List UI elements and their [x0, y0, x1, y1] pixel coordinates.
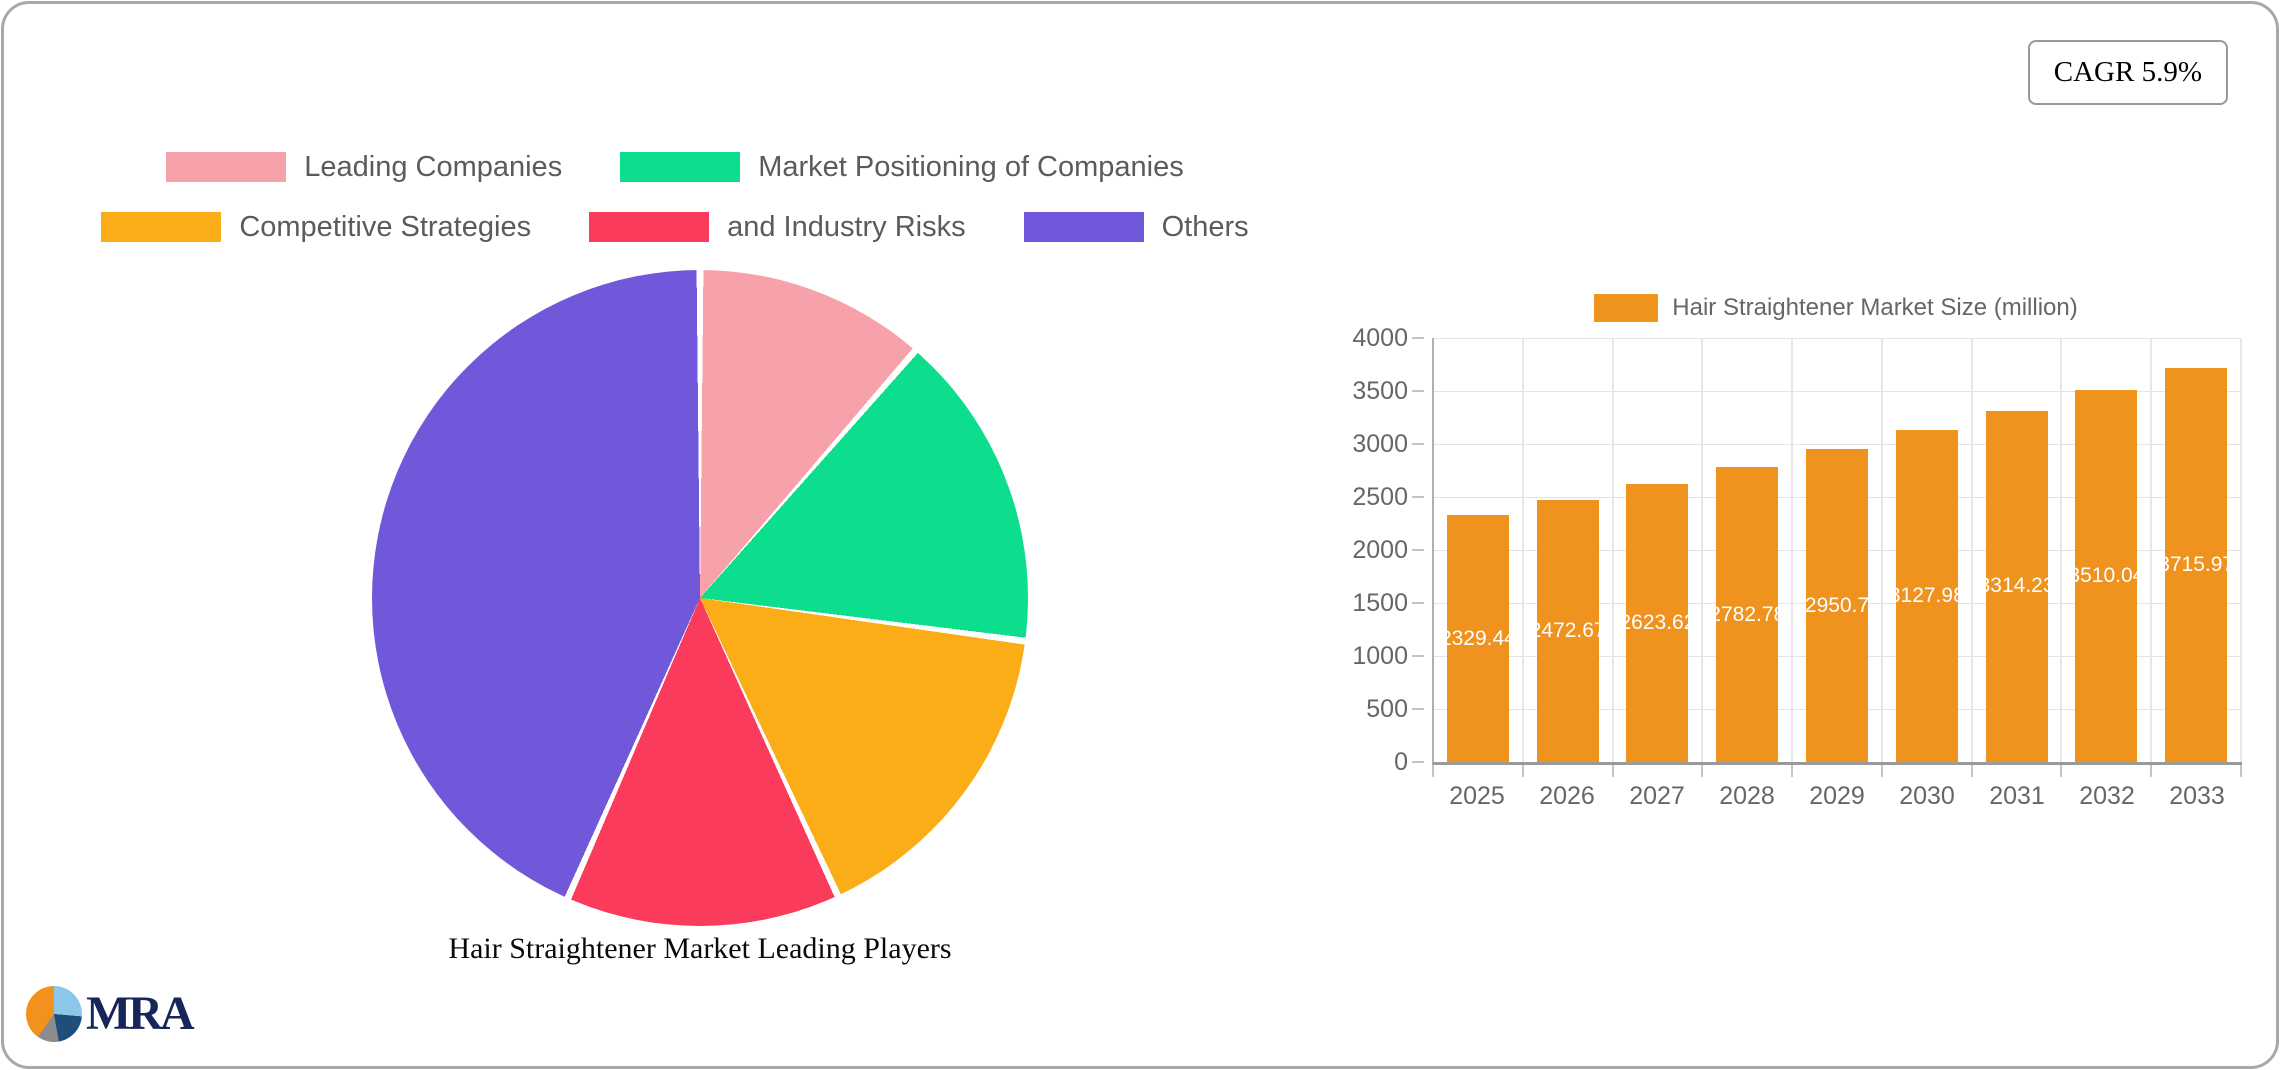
pie-legend-item-2: Market Positioning of Companies: [620, 151, 1184, 184]
bar-2027: 2623.62: [1626, 483, 1689, 762]
bar-value-label-2028: 2782.78: [1716, 602, 1778, 626]
bar-value-wrap: 2472.67: [1537, 617, 1599, 645]
bar-value-wrap: 2950.7: [1806, 592, 1868, 620]
pie-legend-item-1: Leading Companies: [166, 151, 562, 184]
pie-chart-title: Hair Straightener Market Leading Players: [448, 932, 952, 965]
x-tick-mark: [1614, 765, 1704, 777]
x-tick-label-2032: 2032: [2079, 782, 2135, 810]
plot-column-2032: 3510.04: [2062, 338, 2153, 762]
bar-value-label-2029: 2950.7: [1806, 593, 1869, 617]
bar-value-label-2026: 2472.67: [1537, 618, 1599, 642]
y-axis-tick-marks: [1412, 337, 1424, 763]
bar-value-wrap: 2782.78: [1716, 601, 1778, 629]
pie-legend-row-1: Leading Companies Market Positioning of C…: [40, 146, 1310, 188]
legend-swatch: [1023, 212, 1144, 242]
bar-value-wrap: 3510.04: [2075, 562, 2137, 590]
y-tick-label-0: 0: [1394, 748, 1408, 776]
bar-chart-y-axis: 0 500 1000 1500 2000 2500 3000 3500 4000: [1300, 324, 1418, 776]
bar-value-wrap: 2623.62: [1626, 609, 1688, 637]
bar-value-label-2033: 3715.97: [2165, 553, 2227, 577]
plot-column-2029: 2950.7: [1793, 338, 1883, 762]
legend-label: Competitive Strategies: [239, 210, 532, 243]
y-tick-label-1000: 1000: [1352, 642, 1408, 670]
bar-value-wrap: 2329.44: [1447, 625, 1509, 653]
x-tick-mark: [1793, 765, 1883, 777]
bar-value-wrap: 3127.98: [1896, 582, 1958, 610]
bar-value-wrap: 3715.97: [2165, 551, 2227, 579]
x-tick-mark: [1973, 765, 2063, 777]
legend-swatch: [101, 212, 222, 242]
bar-2030: 3127.98: [1895, 430, 1958, 762]
x-tick-label-2031: 2031: [1989, 782, 2045, 810]
legend-swatch: [620, 152, 741, 182]
bar-2026: 2472.67: [1536, 499, 1599, 762]
x-tick-mark: [1703, 765, 1794, 777]
plot-column-2033: 3715.97: [2152, 338, 2243, 762]
x-tick-label-2028: 2028: [1719, 782, 1775, 810]
x-tick-label-2030: 2030: [1899, 782, 1955, 810]
legend-label: Market Positioning of Companies: [758, 150, 1184, 183]
x-tick-mark: [1434, 765, 1524, 777]
y-tick-label-500: 500: [1366, 695, 1408, 723]
pie-legend-item-3: Competitive Strategies: [101, 211, 531, 244]
legend-label: Leading Companies: [304, 150, 563, 183]
y-tick-label-3000: 3000: [1352, 430, 1408, 458]
legend-label: and Industry Risks: [727, 210, 966, 243]
bar-2031: 3314.23: [1985, 410, 2048, 762]
plot-column-2027: 2623.62: [1614, 338, 1704, 762]
x-tick-label-2029: 2029: [1809, 782, 1865, 810]
pie-legend: Leading Companies Market Positioning of C…: [40, 146, 1310, 266]
bar-2032: 3510.04: [2075, 389, 2138, 762]
bar-value-label-2032: 3510.04: [2075, 563, 2137, 587]
bar-value-label-2027: 2623.62: [1626, 610, 1688, 634]
y-tick-label-2000: 2000: [1352, 536, 1408, 564]
plot-column-2026: 2472.67: [1524, 338, 1614, 762]
y-tick-label-4000: 4000: [1352, 324, 1408, 352]
x-axis-tick-marks: [1432, 765, 2243, 777]
plot-column-2028: 2782.78: [1703, 338, 1794, 762]
pie-chart: [372, 270, 1028, 926]
bar-chart-plot-area: 2329.44 2472.67 2623.62 2782.78 2950.7 3127.9…: [1432, 338, 2243, 765]
bar-legend-swatch: [1594, 294, 1659, 322]
bar-2025: 2329.44: [1446, 515, 1509, 762]
legend-label: Others: [1161, 210, 1249, 243]
plot-column-2031: 3314.23: [1973, 338, 2063, 762]
bar-chart-legend: Hair Straightener Market Size (million): [1432, 294, 2240, 322]
bar-value-label-2025: 2329.44: [1447, 626, 1509, 650]
bar-value-label-2031: 3314.23: [1986, 574, 2048, 598]
bar-value-label-2030: 3127.98: [1896, 584, 1958, 608]
y-tick-label-2500: 2500: [1352, 483, 1408, 511]
y-tick-label-1500: 1500: [1352, 589, 1408, 617]
legend-swatch: [166, 152, 287, 182]
x-tick-mark: [2062, 765, 2153, 777]
bar-chart-x-axis: 2025 2026 2027 2028 2029 2030 2031 2032 2033: [1432, 782, 2242, 811]
bar-2033: 3715.97: [2165, 368, 2228, 762]
x-tick-mark: [1883, 765, 1973, 777]
bar-2029: 2950.7: [1806, 449, 1869, 762]
legend-swatch: [589, 212, 710, 242]
logo-text: MRA: [86, 987, 195, 1040]
bar-2028: 2782.78: [1716, 467, 1779, 762]
x-tick-label-2025: 2025: [1449, 782, 1505, 810]
x-tick-label-2027: 2027: [1629, 782, 1685, 810]
pie-legend-item-4: and Industry Risks: [589, 211, 966, 244]
x-tick-mark: [2152, 765, 2243, 777]
logo-pie-icon: [26, 986, 82, 1042]
x-tick-mark: [1524, 765, 1614, 777]
y-tick-label-3500: 3500: [1352, 377, 1408, 405]
brand-logo: MRA: [26, 986, 195, 1042]
cagr-badge: CAGR 5.9%: [2027, 40, 2228, 105]
pie-legend-item-5: Others: [1023, 210, 1249, 244]
bar-value-wrap: 3314.23: [1986, 572, 2048, 600]
x-tick-label-2026: 2026: [1539, 782, 1595, 810]
pie-legend-row-2: Competitive Strategies and Industry Risks…: [40, 206, 1310, 248]
plot-column-2030: 3127.98: [1883, 338, 1973, 762]
plot-column-2025: 2329.44: [1434, 338, 1524, 762]
x-tick-label-2033: 2033: [2169, 782, 2225, 810]
bar-legend-label: Hair Straightener Market Size (million): [1672, 294, 2078, 321]
